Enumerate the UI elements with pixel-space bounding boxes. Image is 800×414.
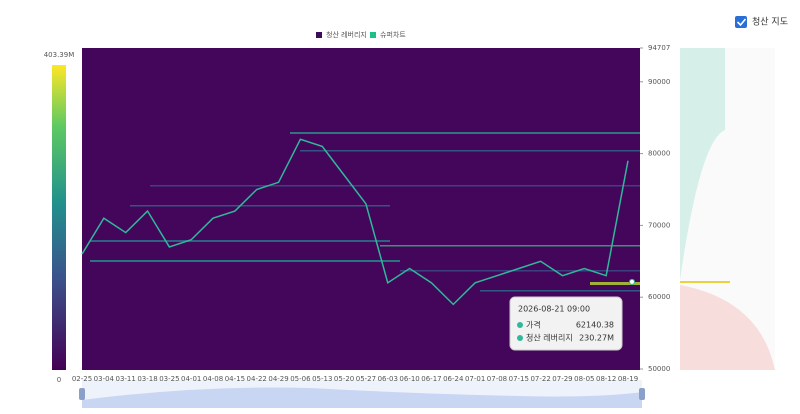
y-tick-label: 94707 bbox=[648, 44, 670, 52]
x-tick-label: 03-25 bbox=[159, 375, 179, 383]
y-tick-label: 70000 bbox=[648, 221, 670, 229]
x-tick-label: 06-03 bbox=[378, 375, 398, 383]
colorbar bbox=[52, 65, 66, 370]
heatmap-bands bbox=[90, 132, 640, 292]
x-tick-label: 03-11 bbox=[116, 375, 136, 383]
x-tick-label: 06-10 bbox=[399, 375, 419, 383]
x-tick-label: 08-05 bbox=[574, 375, 594, 383]
toggle-label[interactable]: 청산 지도 bbox=[752, 17, 788, 28]
x-tick-label: 06-17 bbox=[421, 375, 441, 383]
legend-swatch bbox=[370, 32, 376, 38]
tooltip-value: 62140.38 bbox=[576, 321, 614, 330]
y-tick-label: 80000 bbox=[648, 150, 670, 158]
tooltip-name: 가격 bbox=[526, 320, 541, 330]
y-tick-label: 60000 bbox=[648, 293, 670, 301]
toggle[interactable]: 청산 지도 bbox=[735, 16, 788, 28]
tooltip-point bbox=[629, 278, 635, 285]
x-tick-label: 05-06 bbox=[290, 375, 311, 383]
x-tick-label: 06-24 bbox=[443, 375, 464, 383]
x-tick-label: 07-08 bbox=[487, 375, 507, 383]
colorbar-label: 403.39M bbox=[44, 51, 75, 59]
x-tick-label: 07-01 bbox=[465, 375, 485, 383]
x-tick-label: 04-01 bbox=[181, 375, 201, 383]
price-line bbox=[81, 138, 629, 306]
x-tick-label: 05-27 bbox=[356, 375, 376, 383]
x-tick-label: 03-18 bbox=[137, 375, 157, 383]
profile-panel bbox=[680, 48, 775, 370]
x-tick-label: 03-04 bbox=[94, 375, 115, 383]
x-tick-label: 05-13 bbox=[312, 375, 332, 383]
tooltip-value: 230.27M bbox=[579, 334, 614, 343]
x-tick-label: 08-19 bbox=[618, 375, 638, 383]
x-tick-label: 05-20 bbox=[334, 375, 354, 383]
x-tick-label: 07-15 bbox=[509, 375, 529, 383]
x-tick-label: 07-29 bbox=[552, 375, 572, 383]
y-tick-label: 50000 bbox=[648, 365, 670, 373]
x-tick-label: 04-22 bbox=[247, 375, 267, 383]
x-tick-label: 04-08 bbox=[203, 375, 223, 383]
legend-label: 청산 레버리지 bbox=[326, 30, 367, 39]
range-slider[interactable] bbox=[79, 380, 645, 408]
x-tick-label: 04-15 bbox=[225, 375, 245, 383]
x-tick-label: 07-22 bbox=[530, 375, 550, 383]
legend: 청산 레버리지 슈퍼차트 bbox=[316, 30, 406, 39]
tooltip: 2026-08-21 09:00 가격 62140.38 청산 레버리지 230… bbox=[509, 296, 623, 351]
legend-swatch bbox=[316, 32, 322, 38]
x-tick-label: 08-12 bbox=[596, 375, 616, 383]
y-tick-label: 90000 bbox=[648, 78, 670, 86]
x-tick-label: 02-25 bbox=[72, 375, 92, 383]
legend-label: 슈퍼차트 bbox=[380, 30, 406, 39]
colorbar-label: 0 bbox=[57, 376, 61, 384]
x-tick-label: 04-29 bbox=[268, 375, 288, 383]
tooltip-time: 2026-08-21 09:00 bbox=[518, 305, 590, 314]
tooltip-name: 청산 레버리지 bbox=[526, 333, 573, 343]
